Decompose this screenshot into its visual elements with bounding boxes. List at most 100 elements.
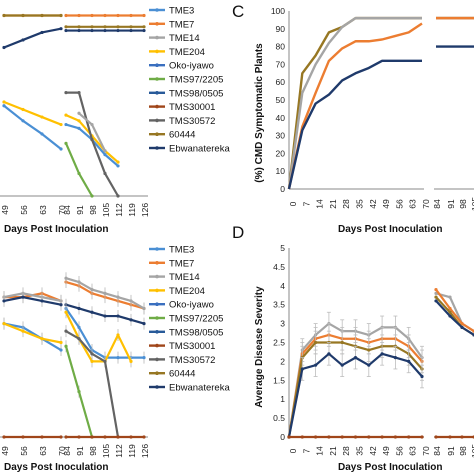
- legend-marker: [155, 146, 159, 150]
- data-point-b: [142, 322, 146, 326]
- data-point-d: [434, 435, 438, 439]
- x-tick-label: 91: [75, 205, 85, 215]
- data-point-a: [90, 25, 94, 29]
- data-point-d: [407, 359, 411, 363]
- legend-label: TME204: [169, 286, 205, 297]
- data-point-a: [103, 28, 107, 33]
- data-point-a: [59, 13, 63, 18]
- data-point-a: [40, 13, 44, 18]
- x-tick-label: 0: [288, 448, 298, 453]
- x-tick-label: 63: [408, 446, 418, 456]
- x-tick-label: 28: [341, 199, 351, 209]
- x-tick-label: 7: [301, 201, 311, 206]
- data-point-d: [448, 295, 452, 299]
- legend-label: TME7: [169, 258, 194, 269]
- xlabel-c: Days Post Inoculation: [338, 224, 442, 235]
- xlabel-a: Days Post Inoculation: [4, 224, 108, 235]
- data-point-a: [77, 111, 81, 115]
- ylabel-c: (%) CMD Symptomatic Plants: [254, 43, 265, 183]
- series-line-b: [3, 322, 62, 352]
- legend-marker: [155, 104, 159, 109]
- series-line-a: [64, 142, 93, 197]
- legend-label: Oko-iyawo: [169, 300, 214, 311]
- x-tick-label: 42: [368, 446, 378, 456]
- data-point-b: [59, 303, 63, 307]
- x-tick-label: 14: [315, 446, 325, 456]
- x-tick-label: 0: [288, 201, 298, 206]
- y-tick-label: 70: [276, 59, 286, 69]
- y-tick-label: 90: [276, 24, 286, 34]
- data-point-b: [129, 359, 133, 363]
- legend-label: TME7: [169, 19, 194, 30]
- data-point-b: [129, 435, 133, 439]
- data-point-b: [116, 435, 120, 439]
- x-tick-label: 35: [355, 199, 365, 209]
- data-point-a: [40, 132, 44, 136]
- data-point-a: [129, 25, 133, 29]
- data-point-b: [142, 306, 146, 311]
- data-point-d: [434, 287, 438, 292]
- data-point-a: [21, 38, 25, 42]
- data-point-b: [116, 333, 120, 337]
- data-point-a: [103, 149, 107, 153]
- data-point-a: [2, 13, 6, 18]
- x-tick-label: 119: [127, 203, 137, 217]
- data-point-b: [77, 337, 81, 341]
- x-tick-label: 63: [38, 446, 48, 456]
- x-tick-label: 63: [408, 199, 418, 209]
- data-point-a: [77, 126, 81, 130]
- data-point-a: [77, 91, 81, 95]
- legend-label: TME14: [169, 33, 200, 44]
- x-tick-label: 21: [328, 446, 338, 456]
- data-point-a: [64, 28, 68, 33]
- data-point-a: [2, 100, 6, 104]
- x-tick-label: 105: [101, 444, 111, 458]
- x-tick-label: 91: [75, 446, 85, 456]
- data-point-b: [90, 435, 94, 439]
- data-point-b: [77, 306, 81, 311]
- data-point-b: [40, 299, 44, 303]
- x-tick-label: 56: [394, 446, 404, 456]
- data-point-d: [327, 435, 331, 439]
- data-point-d: [448, 310, 452, 314]
- series-line-d: [435, 300, 474, 336]
- x-tick-label: 42: [368, 199, 378, 209]
- legend-marker: [155, 288, 159, 293]
- xlabel-b: Days Post Inoculation: [4, 462, 108, 473]
- legend-marker: [155, 371, 159, 376]
- legend-marker: [155, 77, 159, 81]
- x-tick-label: 91: [446, 446, 456, 456]
- x-tick-label: 98: [88, 205, 98, 215]
- data-point-b: [103, 291, 107, 295]
- series-line-a: [3, 100, 62, 126]
- x-tick-label: 84: [432, 199, 442, 209]
- data-point-d: [448, 306, 452, 311]
- data-point-d: [407, 435, 411, 439]
- data-point-b: [2, 322, 6, 326]
- data-point-b: [129, 318, 133, 322]
- y-tick-label: 10: [276, 166, 286, 176]
- series-line-a: [3, 104, 62, 150]
- data-point-d: [434, 299, 438, 303]
- x-tick-label: 49: [0, 446, 10, 456]
- series-line-b: [3, 322, 62, 344]
- data-point-b: [40, 435, 44, 439]
- x-tick-label: 7: [301, 448, 311, 453]
- y-tick-label: 0: [280, 432, 285, 442]
- legend-label: TMS98/0505: [169, 327, 223, 338]
- data-point-d: [353, 435, 358, 439]
- y-tick-label: 5: [280, 243, 285, 253]
- data-point-d: [314, 363, 318, 367]
- x-tick-label: 112: [114, 203, 124, 217]
- data-point-b: [142, 356, 146, 360]
- data-point-d: [420, 435, 424, 439]
- data-point-b: [103, 359, 107, 363]
- legend-marker: [155, 385, 159, 389]
- data-point-a: [59, 27, 63, 31]
- data-point-a: [64, 25, 68, 29]
- data-point-d: [340, 363, 344, 367]
- x-tick-label: 63: [38, 205, 48, 215]
- legend-label: TME3: [169, 245, 194, 256]
- x-tick-label: 105: [470, 197, 474, 211]
- data-point-a: [90, 194, 94, 198]
